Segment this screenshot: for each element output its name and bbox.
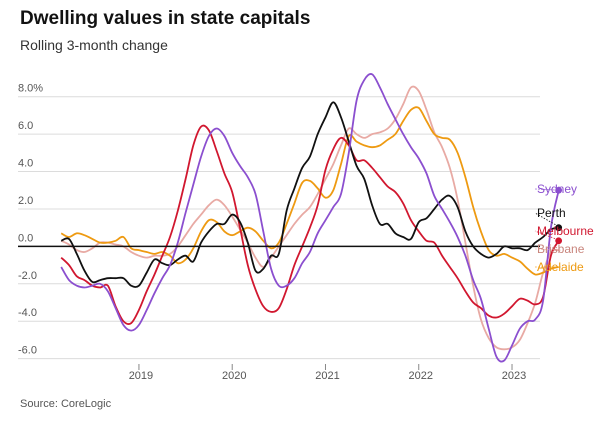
series-line-sydney xyxy=(60,73,560,363)
leader-brisbane xyxy=(534,248,561,251)
x-tick-label: 2023 xyxy=(502,370,526,382)
leader-perth xyxy=(534,212,561,229)
series-line-perth xyxy=(60,101,559,288)
chart-title: Dwelling values in state capitals xyxy=(20,8,311,29)
end-marker-sydney xyxy=(555,186,563,194)
series-line-adelaide xyxy=(60,106,559,276)
y-tick-label: 8.0% xyxy=(18,83,43,95)
y-tick-label: 0.0 xyxy=(18,232,33,244)
leader-sydney xyxy=(534,188,561,191)
series-lines xyxy=(60,73,560,363)
chart-subtitle: Rolling 3-month change xyxy=(20,37,168,53)
series-line-brisbane xyxy=(60,85,559,351)
y-tick-label: 2.0 xyxy=(18,195,33,207)
x-tick-label: 2021 xyxy=(315,370,339,382)
y-tick-label: -4.0 xyxy=(18,307,37,319)
end-labels: Sydney Perth Melbourne Brisbane Adelaide xyxy=(534,182,594,274)
x-tick-label: 2019 xyxy=(129,370,153,382)
y-tick-label: 4.0 xyxy=(18,158,33,170)
source-note: Source: CoreLogic xyxy=(20,398,112,410)
y-tick-label: -2.0 xyxy=(18,270,37,282)
end-label-sydney: Sydney xyxy=(537,182,577,196)
y-tick-label: -6.0 xyxy=(18,345,37,357)
x-axis-ticks: 2019 2020 2021 2022 2023 xyxy=(129,364,526,382)
end-label-perth: Perth xyxy=(537,206,566,220)
end-label-adelaide: Adelaide xyxy=(537,260,584,274)
end-label-melbourne: Melbourne xyxy=(537,224,594,238)
x-tick-label: 2022 xyxy=(409,370,433,382)
y-axis-ticks: 8.0% 6.0 4.0 2.0 0.0 -2.0 -4.0 -6.0 xyxy=(18,83,43,357)
x-tick-label: 2020 xyxy=(222,370,246,382)
y-tick-label: 6.0 xyxy=(18,120,33,132)
end-label-brisbane: Brisbane xyxy=(537,242,585,256)
gridlines xyxy=(18,96,540,360)
series-line-melbourne xyxy=(60,124,560,325)
